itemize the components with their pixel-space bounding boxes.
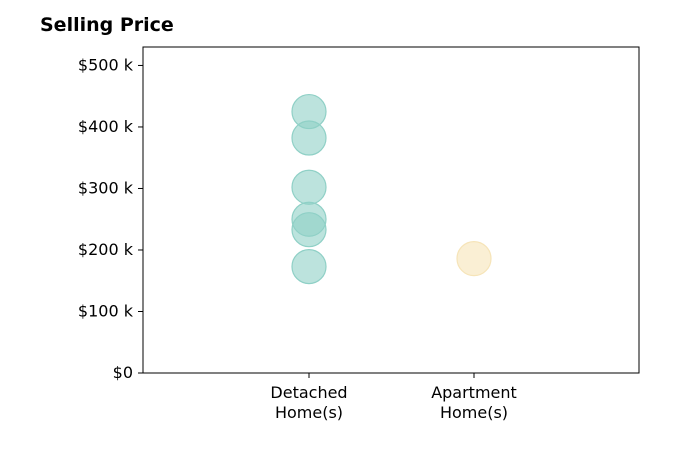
y-tick-label: $200 k bbox=[78, 240, 134, 259]
chart-title: Selling Price bbox=[40, 14, 174, 36]
data-point bbox=[291, 248, 327, 285]
data-point bbox=[291, 120, 327, 156]
y-tick-label: $0 bbox=[113, 363, 133, 382]
data-point bbox=[291, 169, 327, 205]
y-tick-label: $500 k bbox=[78, 55, 134, 74]
x-tick-label: Apartment bbox=[431, 383, 517, 402]
data-point bbox=[291, 212, 327, 248]
x-tick-label: Home(s) bbox=[275, 403, 343, 422]
plot-frame bbox=[142, 46, 640, 374]
x-tick-label: Detached bbox=[270, 383, 347, 402]
y-tick-label: $100 k bbox=[78, 301, 134, 320]
x-tick-label: Home(s) bbox=[440, 403, 508, 422]
data-point bbox=[456, 240, 492, 277]
y-tick-label: $400 k bbox=[78, 117, 134, 136]
y-tick-label: $300 k bbox=[78, 178, 134, 197]
